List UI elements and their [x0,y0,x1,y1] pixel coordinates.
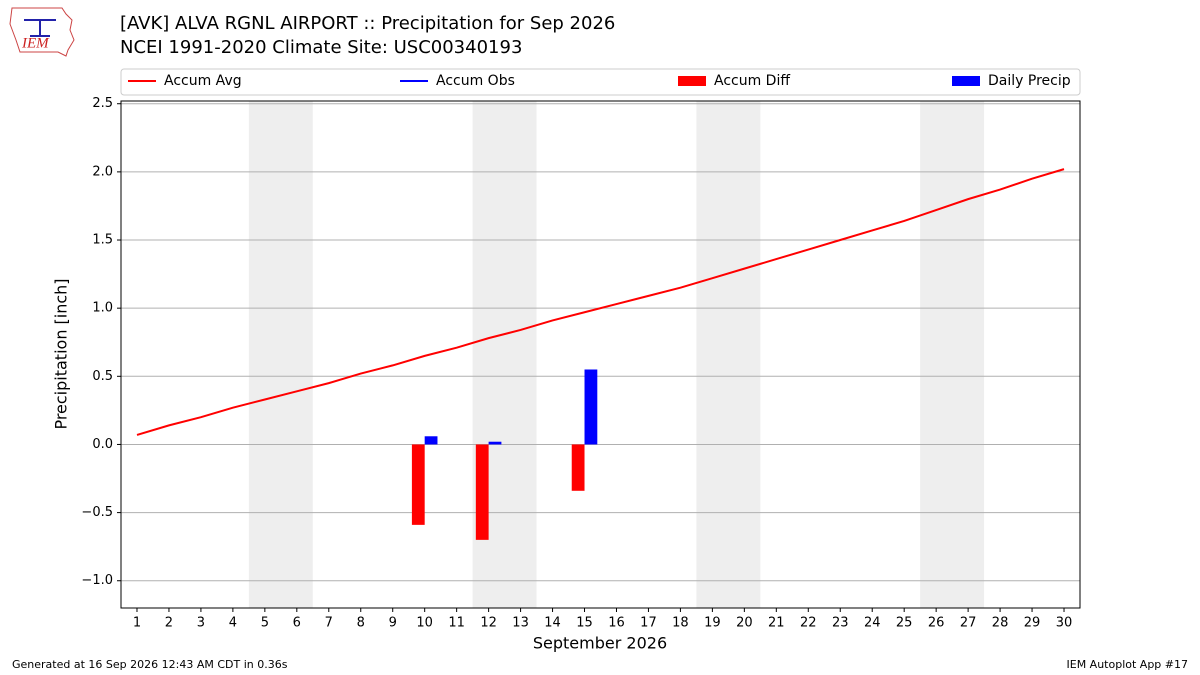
x-tick-label: 2 [165,616,173,631]
footer-left: Generated at 16 Sep 2026 12:43 AM CDT in… [12,658,288,671]
weekend-band [696,101,761,608]
x-tick-label: 28 [992,616,1009,631]
x-tick-label: 13 [512,616,529,631]
x-tick-label: 22 [800,616,817,631]
y-tick-label: 2.5 [92,96,113,111]
x-tick-label: 23 [832,616,849,631]
x-tick-label: 5 [261,616,269,631]
y-tick-label: −0.5 [81,505,113,520]
x-tick-label: 21 [768,616,785,631]
x-tick-label: 12 [480,616,497,631]
legend-label: Accum Diff [714,73,790,89]
x-tick-label: 14 [544,616,561,631]
logo-text: IEM [21,35,50,51]
weekend-band [920,101,985,608]
y-tick-label: −1.0 [81,573,113,588]
legend-label: Accum Avg [164,73,242,89]
legend-label: Daily Precip [988,73,1071,89]
chart-subtitle: NCEI 1991-2020 Climate Site: USC00340193 [120,37,522,58]
x-axis-label: September 2026 [533,634,667,653]
y-tick-label: 0.5 [92,369,113,384]
y-tick-label: 0.0 [92,437,113,452]
x-tick-label: 6 [293,616,301,631]
footer-right: IEM Autoplot App #17 [1067,658,1189,671]
x-tick-label: 8 [357,616,365,631]
x-tick-label: 19 [704,616,721,631]
y-tick-label: 2.0 [92,164,113,179]
weekend-band [248,101,313,608]
plot-frame [120,100,1081,609]
x-tick-label: 24 [864,616,881,631]
logo-icon [24,19,56,37]
legend-swatch [678,76,706,86]
bar [411,444,425,525]
accum-line [136,168,1065,436]
x-tick-label: 10 [416,616,433,631]
logo: IEM [9,7,75,57]
y-axis-label: Precipitation [inch] [52,278,71,429]
x-tick-label: 26 [928,616,945,631]
x-tick-label: 9 [389,616,397,631]
x-tick-label: 27 [960,616,977,631]
x-tick-label: 20 [736,616,753,631]
x-tick-label: 18 [672,616,689,631]
x-tick-label: 30 [1056,616,1073,631]
x-tick-label: 1 [133,616,141,631]
logo-outline [9,7,75,57]
chart-title: [AVK] ALVA RGNL AIRPORT :: Precipitation… [120,13,615,34]
bar [571,444,585,491]
bar [584,369,598,445]
x-tick-label: 16 [608,616,625,631]
x-tick-label: 15 [576,616,593,631]
x-tick-label: 4 [229,616,237,631]
x-tick-label: 11 [448,616,465,631]
legend-box [120,68,1081,96]
bar [475,444,489,540]
x-tick-label: 7 [325,616,333,631]
x-tick-label: 25 [896,616,913,631]
y-tick-label: 1.5 [92,233,113,248]
legend-label: Accum Obs [436,73,515,89]
bar [424,436,438,445]
bar [488,441,502,445]
x-tick-label: 3 [197,616,205,631]
x-tick-label: 17 [640,616,657,631]
y-tick-label: 1.0 [92,301,113,316]
x-tick-label: 29 [1024,616,1041,631]
legend-swatch [952,76,980,86]
